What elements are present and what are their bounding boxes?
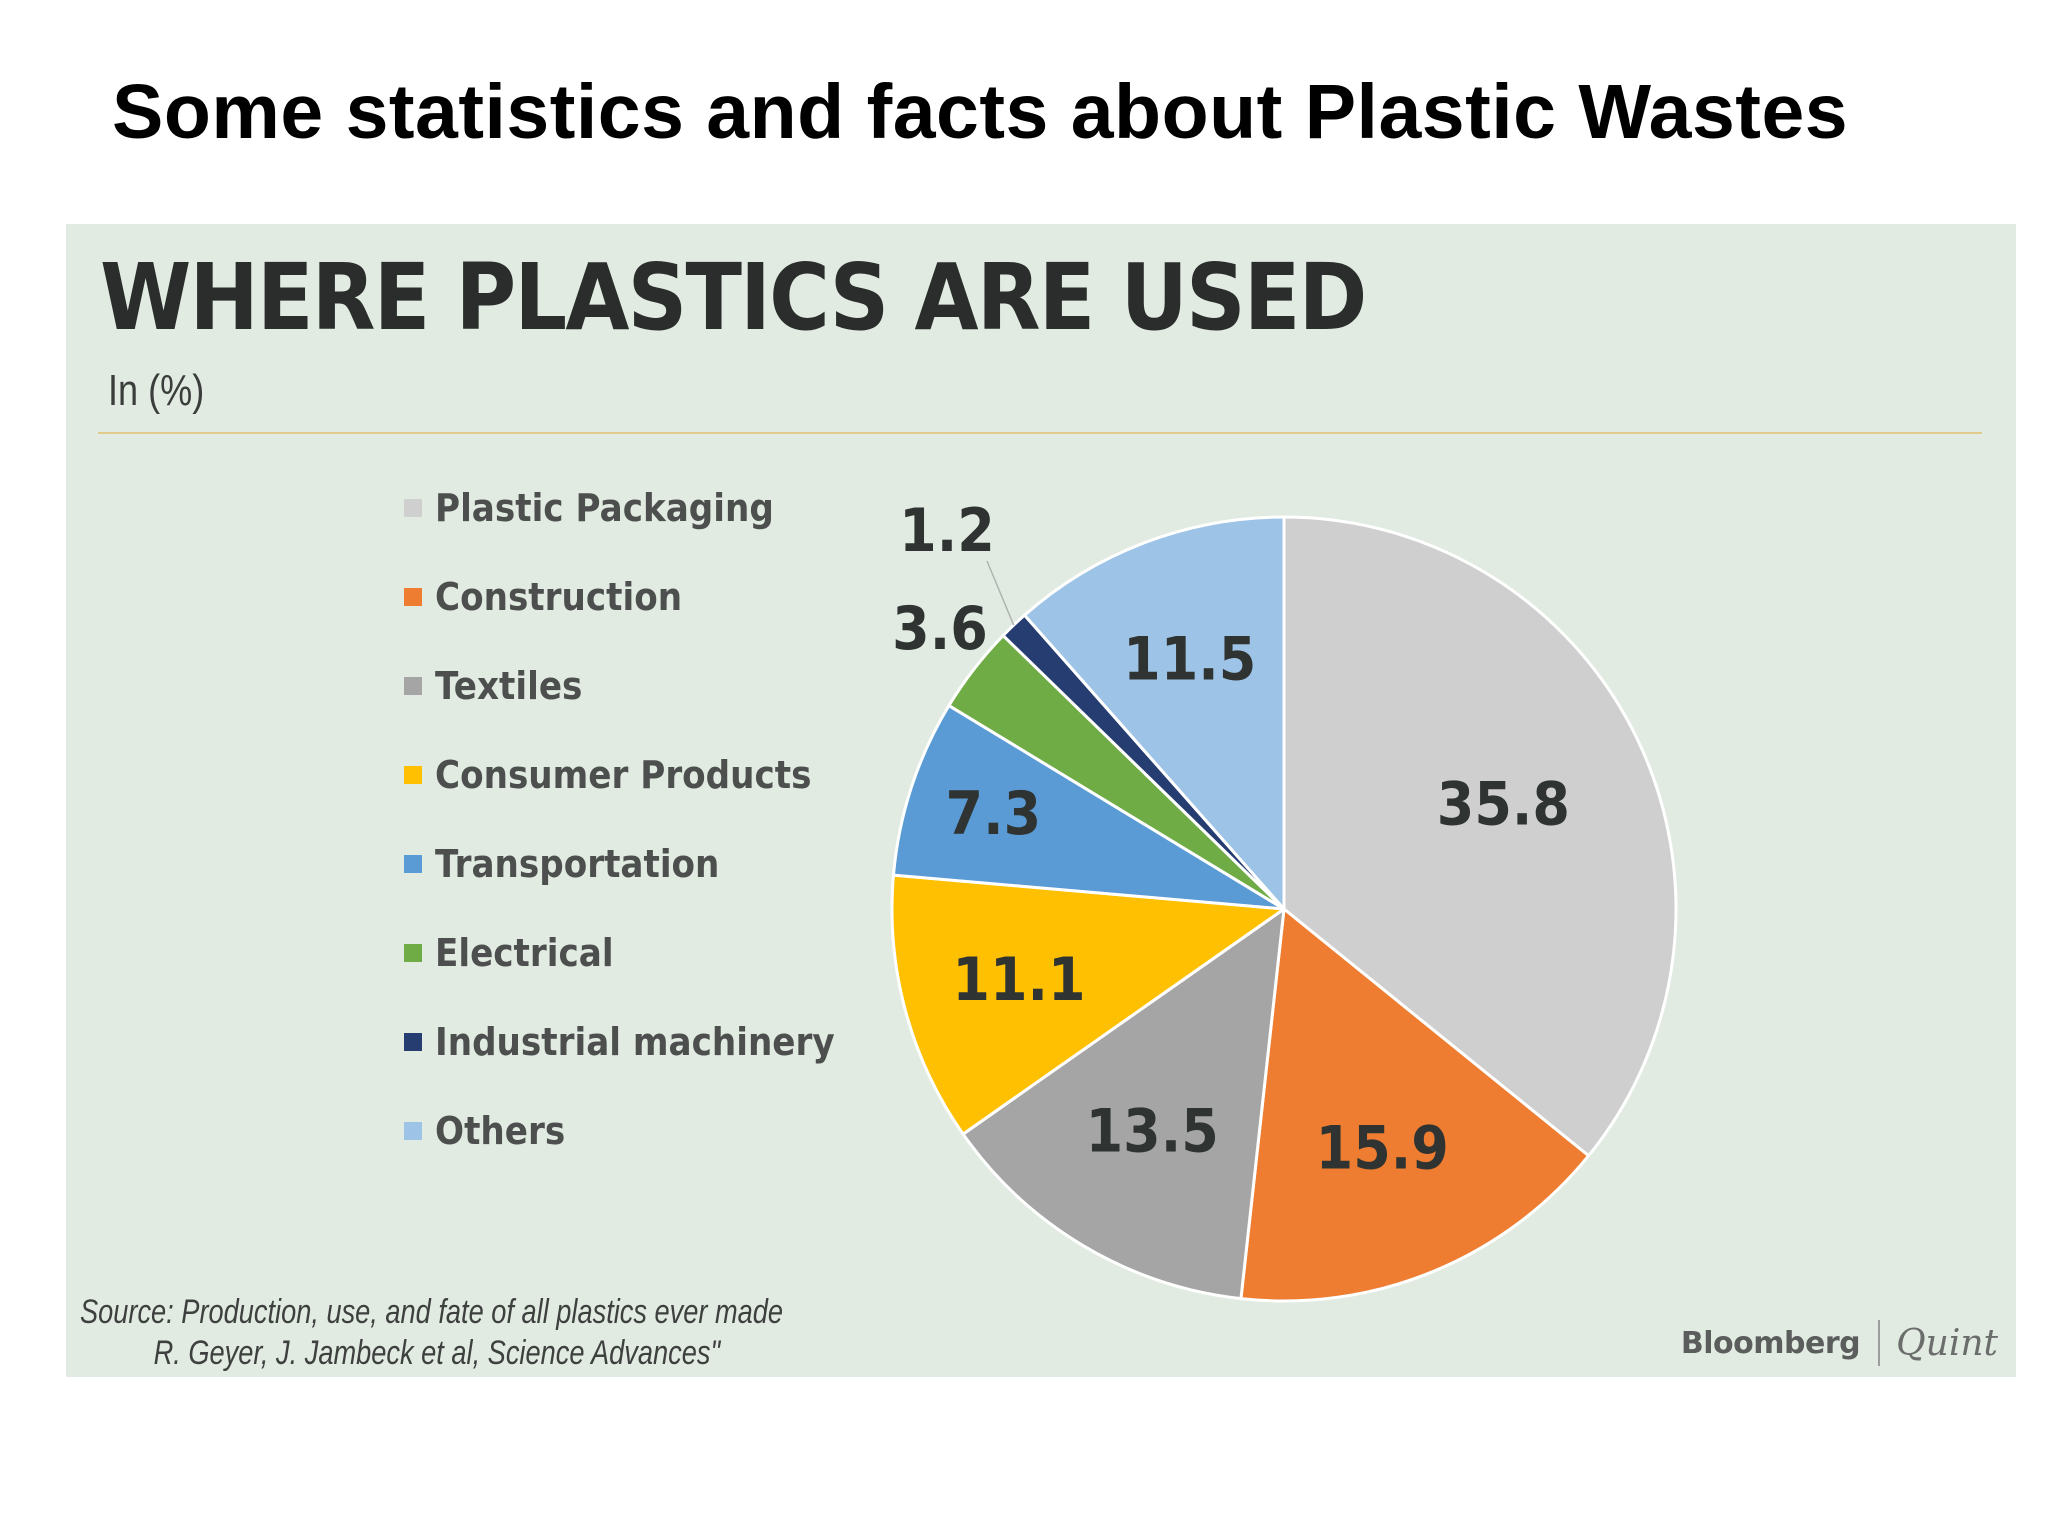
chart-panel: WHERE PLASTICS ARE USED In (%) Plastic P… xyxy=(66,224,2016,1377)
legend-swatch xyxy=(404,766,422,784)
data-label-plastic-packaging: 35.8 xyxy=(1437,770,1570,839)
legend-swatch xyxy=(404,855,422,873)
legend-item-consumer-products: Consumer Products xyxy=(404,745,853,805)
pie-slice-plastic-packaging xyxy=(1282,515,1678,1158)
legend-item-transportation: Transportation xyxy=(404,834,751,894)
data-label-others: 11.5 xyxy=(1123,625,1256,694)
legend-swatch xyxy=(404,1033,422,1051)
legend-swatch xyxy=(404,588,422,606)
legend-swatch xyxy=(404,944,422,962)
brand-quint: Quint xyxy=(1896,1322,1998,1364)
data-label-transportation: 7.3 xyxy=(946,779,1042,848)
legend-swatch xyxy=(404,499,422,517)
legend-label: Plastic Packaging xyxy=(435,486,774,530)
data-label-construction: 15.9 xyxy=(1316,1114,1449,1183)
brand-logo: Bloomberg Quint xyxy=(1681,1320,1998,1366)
chart-title: WHERE PLASTICS ARE USED xyxy=(100,244,1367,351)
source-line-2: R. Geyer, J. Jambeck et al, Science Adva… xyxy=(153,1334,721,1372)
legend-label: Consumer Products xyxy=(435,753,812,797)
pie-slice-others xyxy=(1023,515,1286,911)
chart-subtitle: In (%) xyxy=(108,366,205,415)
legend-swatch xyxy=(404,677,422,695)
legend-item-plastic-packaging: Plastic Packaging xyxy=(404,478,811,538)
legend-item-construction: Construction xyxy=(404,567,710,627)
legend-item-electrical: Electrical xyxy=(404,923,633,983)
pie-slice-consumer-products xyxy=(890,873,1286,1136)
legend-item-industrial-machinery: Industrial machinery xyxy=(404,1012,879,1072)
legend-item-textiles: Textiles xyxy=(404,656,599,716)
legend-item-others: Others xyxy=(404,1101,580,1161)
legend-label: Textiles xyxy=(435,664,583,708)
brand-bloomberg: Bloomberg xyxy=(1680,1325,1861,1361)
legend-label: Transportation xyxy=(435,842,720,886)
legend-label: Electrical xyxy=(435,931,614,975)
title-divider xyxy=(98,432,1982,434)
slide-title: Some statistics and facts about Plastic … xyxy=(112,69,1849,155)
legend-label: Others xyxy=(435,1109,566,1153)
pie-slice-textiles xyxy=(961,907,1286,1301)
legend-label: Construction xyxy=(435,575,683,619)
source-note: Source: Production, use, and fate of all… xyxy=(80,1292,783,1374)
data-label-electrical: 3.6 xyxy=(892,594,988,663)
source-line-1: Source: Production, use, and fate of all… xyxy=(80,1293,784,1331)
legend-label: Industrial machinery xyxy=(435,1020,835,1064)
data-label-textiles: 13.5 xyxy=(1086,1097,1219,1166)
data-label-consumer-products: 11.1 xyxy=(952,946,1085,1015)
leader-line-industrial-machinery xyxy=(986,560,1015,626)
pie-slice-construction xyxy=(1239,907,1591,1303)
brand-divider xyxy=(1878,1320,1881,1366)
legend-swatch xyxy=(404,1122,422,1140)
data-label-industrial-machinery: 1.2 xyxy=(899,496,995,565)
pie-slice-transportation xyxy=(891,704,1286,911)
pie-chart: 35.8 15.9 13.5 11.1 7.3 3.6 1.2 11.5 xyxy=(890,496,1678,1303)
